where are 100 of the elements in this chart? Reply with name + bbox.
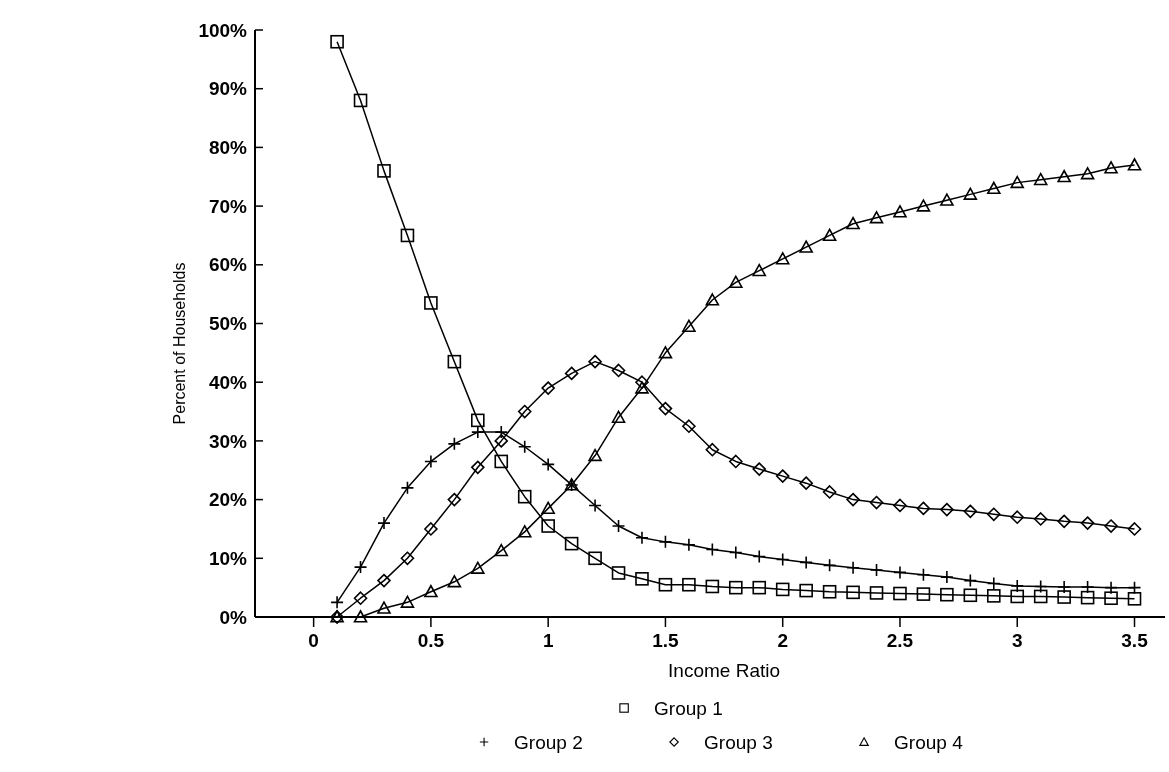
point xyxy=(682,419,696,434)
point xyxy=(424,522,438,536)
point xyxy=(775,582,790,597)
point xyxy=(822,584,837,599)
point xyxy=(869,211,884,224)
point xyxy=(517,525,532,538)
point xyxy=(822,485,837,499)
point xyxy=(752,580,767,595)
point xyxy=(846,585,860,600)
x-tick-label: 1.5 xyxy=(652,630,680,651)
y-tick-label: 50% xyxy=(208,313,248,335)
point xyxy=(588,448,602,462)
point xyxy=(541,381,555,395)
point xyxy=(658,577,673,592)
point xyxy=(541,519,555,533)
point xyxy=(447,574,462,588)
point xyxy=(400,228,415,243)
point xyxy=(494,454,509,469)
point xyxy=(1033,172,1048,186)
point xyxy=(471,460,485,475)
y-tick-label: 0% xyxy=(219,606,248,628)
x-tick-label: 1 xyxy=(542,630,554,651)
point xyxy=(400,551,415,566)
point xyxy=(799,476,813,490)
point xyxy=(940,502,954,517)
point xyxy=(916,199,931,212)
point xyxy=(986,589,1001,603)
point xyxy=(682,577,696,592)
point xyxy=(1057,514,1071,529)
point xyxy=(916,587,931,601)
point xyxy=(846,216,860,230)
legend-label: Group 3 xyxy=(704,731,773,753)
point xyxy=(799,240,813,253)
x-tick-label: 2 xyxy=(777,630,788,651)
point xyxy=(940,193,954,206)
point xyxy=(635,572,649,586)
point xyxy=(893,586,907,601)
point xyxy=(517,489,532,504)
point xyxy=(588,354,602,369)
y-tick-label: 30% xyxy=(208,430,248,452)
point xyxy=(1127,158,1142,171)
y-tick-label: 90% xyxy=(208,78,248,100)
x-tick-label: 3.5 xyxy=(1121,630,1149,651)
point xyxy=(1010,589,1025,604)
y-axis-title: Percent of Households xyxy=(171,262,188,425)
legend-label: Group 1 xyxy=(654,697,723,719)
point xyxy=(916,501,931,516)
point xyxy=(963,588,978,603)
point xyxy=(1080,516,1095,530)
point xyxy=(799,583,813,598)
point xyxy=(775,469,790,483)
point xyxy=(986,181,1001,195)
point xyxy=(705,442,720,457)
point xyxy=(494,434,509,448)
point xyxy=(447,354,462,369)
point xyxy=(541,501,555,514)
point xyxy=(588,551,602,566)
x-tick-label: 2.5 xyxy=(886,630,914,651)
point xyxy=(658,401,673,416)
y-tick-label: 70% xyxy=(208,195,248,217)
point xyxy=(377,601,391,614)
point xyxy=(1127,592,1142,606)
x-tick-label: 0 xyxy=(308,630,319,651)
point xyxy=(424,296,438,310)
point xyxy=(963,504,978,519)
x-tick-label: 3 xyxy=(1011,630,1023,651)
point xyxy=(869,586,884,600)
point xyxy=(1010,175,1025,189)
point xyxy=(1033,589,1048,604)
legend-label: Group 2 xyxy=(514,731,583,753)
point xyxy=(1104,161,1118,174)
point xyxy=(611,566,626,580)
point xyxy=(940,587,954,602)
point xyxy=(1104,591,1118,606)
y-tick-label: 60% xyxy=(208,254,248,276)
point xyxy=(822,228,837,242)
point xyxy=(846,492,860,507)
point xyxy=(353,93,368,108)
point xyxy=(752,263,767,277)
y-tick-label: 100% xyxy=(198,19,248,41)
y-tick-label: 80% xyxy=(208,137,248,159)
y-tick-label: 20% xyxy=(208,489,248,511)
point xyxy=(400,595,415,608)
point xyxy=(471,561,485,574)
x-axis-title: Income Ratio xyxy=(668,660,781,681)
point xyxy=(1080,167,1095,180)
point xyxy=(729,580,743,595)
point xyxy=(377,164,391,178)
point xyxy=(729,275,743,289)
point xyxy=(377,573,391,588)
point xyxy=(705,579,720,594)
point xyxy=(963,187,978,200)
point xyxy=(1057,590,1071,604)
point xyxy=(353,591,368,606)
point xyxy=(705,293,720,306)
point xyxy=(330,34,344,49)
point xyxy=(635,381,649,394)
point xyxy=(775,252,790,265)
point xyxy=(1057,169,1071,183)
point xyxy=(611,410,626,424)
